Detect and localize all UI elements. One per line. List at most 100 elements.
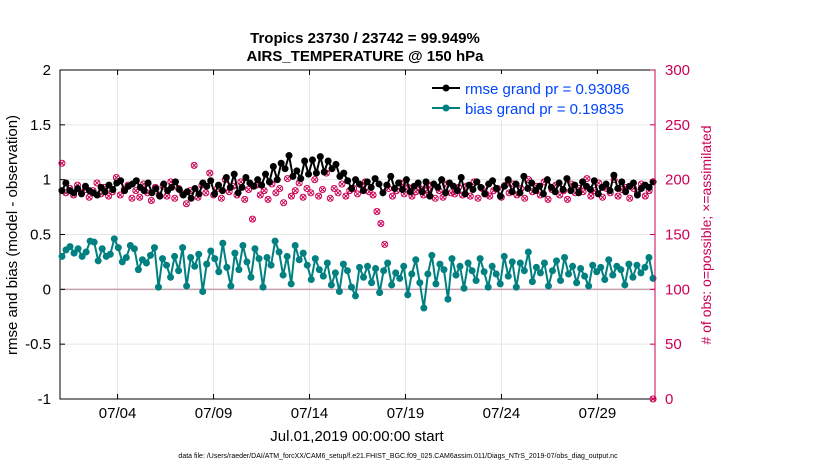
y-right-tick-label: 50 — [665, 336, 682, 353]
bias-point — [625, 260, 633, 268]
rmse-point — [391, 184, 399, 192]
obs-assimilated-marker — [432, 195, 439, 202]
obs-assimilated-marker — [339, 181, 345, 187]
obs-possible-marker — [626, 194, 634, 202]
rmse-point — [144, 179, 152, 187]
y-right-tick-label: 300 — [665, 62, 690, 79]
bias-point — [512, 283, 520, 291]
bias-point — [299, 249, 307, 257]
bias-point — [468, 267, 476, 275]
rmse-point — [203, 182, 211, 190]
bias-point — [480, 268, 488, 276]
bias-point — [364, 262, 372, 270]
rmse-point — [175, 186, 183, 194]
x-tick-label: 07/19 — [387, 405, 425, 422]
rmse-point — [453, 187, 461, 195]
rmse-point — [308, 156, 316, 164]
rmse-point — [496, 192, 504, 200]
chart-title-line1: Tropics 23730 / 23742 = 99.949% — [250, 30, 480, 47]
bias-point — [424, 270, 432, 278]
obs-possible-marker — [136, 193, 144, 201]
bias-point — [553, 257, 561, 265]
obs-possible-marker — [369, 191, 377, 199]
bias-point — [532, 263, 540, 271]
legend-bias-marker — [442, 104, 450, 112]
rmse-point — [273, 176, 281, 184]
rmse-point — [348, 184, 356, 192]
y-right-tick-label: 250 — [665, 117, 690, 134]
bias-point — [171, 252, 179, 260]
bias-point — [645, 254, 653, 262]
bias-point — [464, 259, 472, 267]
rmse-point — [367, 183, 375, 191]
obs-possible-marker — [245, 186, 253, 194]
rmse-point — [477, 183, 485, 191]
bias-point — [207, 247, 215, 255]
obs-assimilated-marker — [183, 200, 190, 207]
obs-possible-marker — [599, 193, 606, 201]
bias-point — [601, 275, 609, 283]
legend: rmse grand pr = 0.93086 bias grand pr = … — [424, 74, 653, 120]
bias-point — [448, 255, 456, 263]
rmse-point — [371, 175, 379, 183]
bias-point — [460, 284, 468, 292]
rmse-point — [93, 191, 101, 199]
obs-possible-marker — [564, 195, 571, 203]
bias-point — [372, 264, 380, 272]
obs-assimilated-marker — [94, 180, 100, 186]
bias-point — [227, 282, 235, 290]
legend-rmse-label: rmse grand pr = 0.93086 — [465, 81, 630, 98]
rmse-point — [281, 165, 289, 173]
obs-assimilated-marker — [245, 186, 252, 193]
y-right-tick-label: 0 — [665, 391, 673, 408]
bias-point — [540, 259, 548, 267]
x-tick-label: 07/04 — [99, 405, 137, 422]
bias-point — [557, 277, 565, 285]
rmse-point — [520, 172, 528, 180]
bias-point — [303, 261, 311, 269]
y-right-tick-label: 200 — [665, 172, 690, 189]
rmse-point — [434, 183, 442, 191]
bias-point — [295, 256, 303, 264]
rmse-point — [340, 169, 348, 177]
bias-point — [472, 277, 480, 285]
bias-point — [106, 250, 114, 258]
bias-point — [484, 283, 492, 291]
bias-point — [380, 267, 388, 275]
bias-point — [500, 252, 508, 260]
bias-point — [74, 245, 82, 253]
obs-possible-marker — [354, 190, 361, 198]
obs-possible-marker — [291, 187, 299, 195]
bias-line — [61, 235, 654, 309]
legend-bias-label: bias grand pr = 0.19835 — [465, 101, 624, 118]
obs-possible-marker — [171, 194, 179, 202]
rmse-point — [191, 184, 199, 192]
obs-assimilated-marker — [218, 195, 225, 202]
bias-point — [235, 266, 243, 274]
chart-title-line2: AIRS_TEMPERATURE @ 150 hPa — [247, 48, 485, 65]
obs-assimilated-marker — [354, 191, 361, 197]
rmse-point — [551, 188, 559, 196]
rmse-point — [226, 183, 234, 191]
bias-point — [585, 282, 593, 290]
obs-possible-marker — [330, 184, 338, 192]
rmse-point — [132, 177, 140, 185]
rmse-point — [140, 187, 148, 195]
rmse-point — [195, 190, 203, 198]
rmse-point — [614, 184, 622, 192]
bias-point — [408, 270, 416, 278]
rmse-point — [222, 173, 230, 181]
bias-point — [589, 261, 597, 269]
obs-assimilated-marker — [202, 189, 209, 196]
obs-possible-marker — [583, 175, 591, 183]
bias-point — [488, 262, 496, 270]
bias-point — [420, 304, 428, 312]
obs-assimilated-marker — [374, 208, 380, 215]
rmse-point — [152, 184, 160, 192]
rmse-point — [414, 179, 422, 187]
rmse-point — [539, 190, 547, 198]
obs-possible-marker — [556, 191, 564, 199]
rmse-point — [109, 186, 117, 194]
rmse-point — [258, 181, 266, 189]
